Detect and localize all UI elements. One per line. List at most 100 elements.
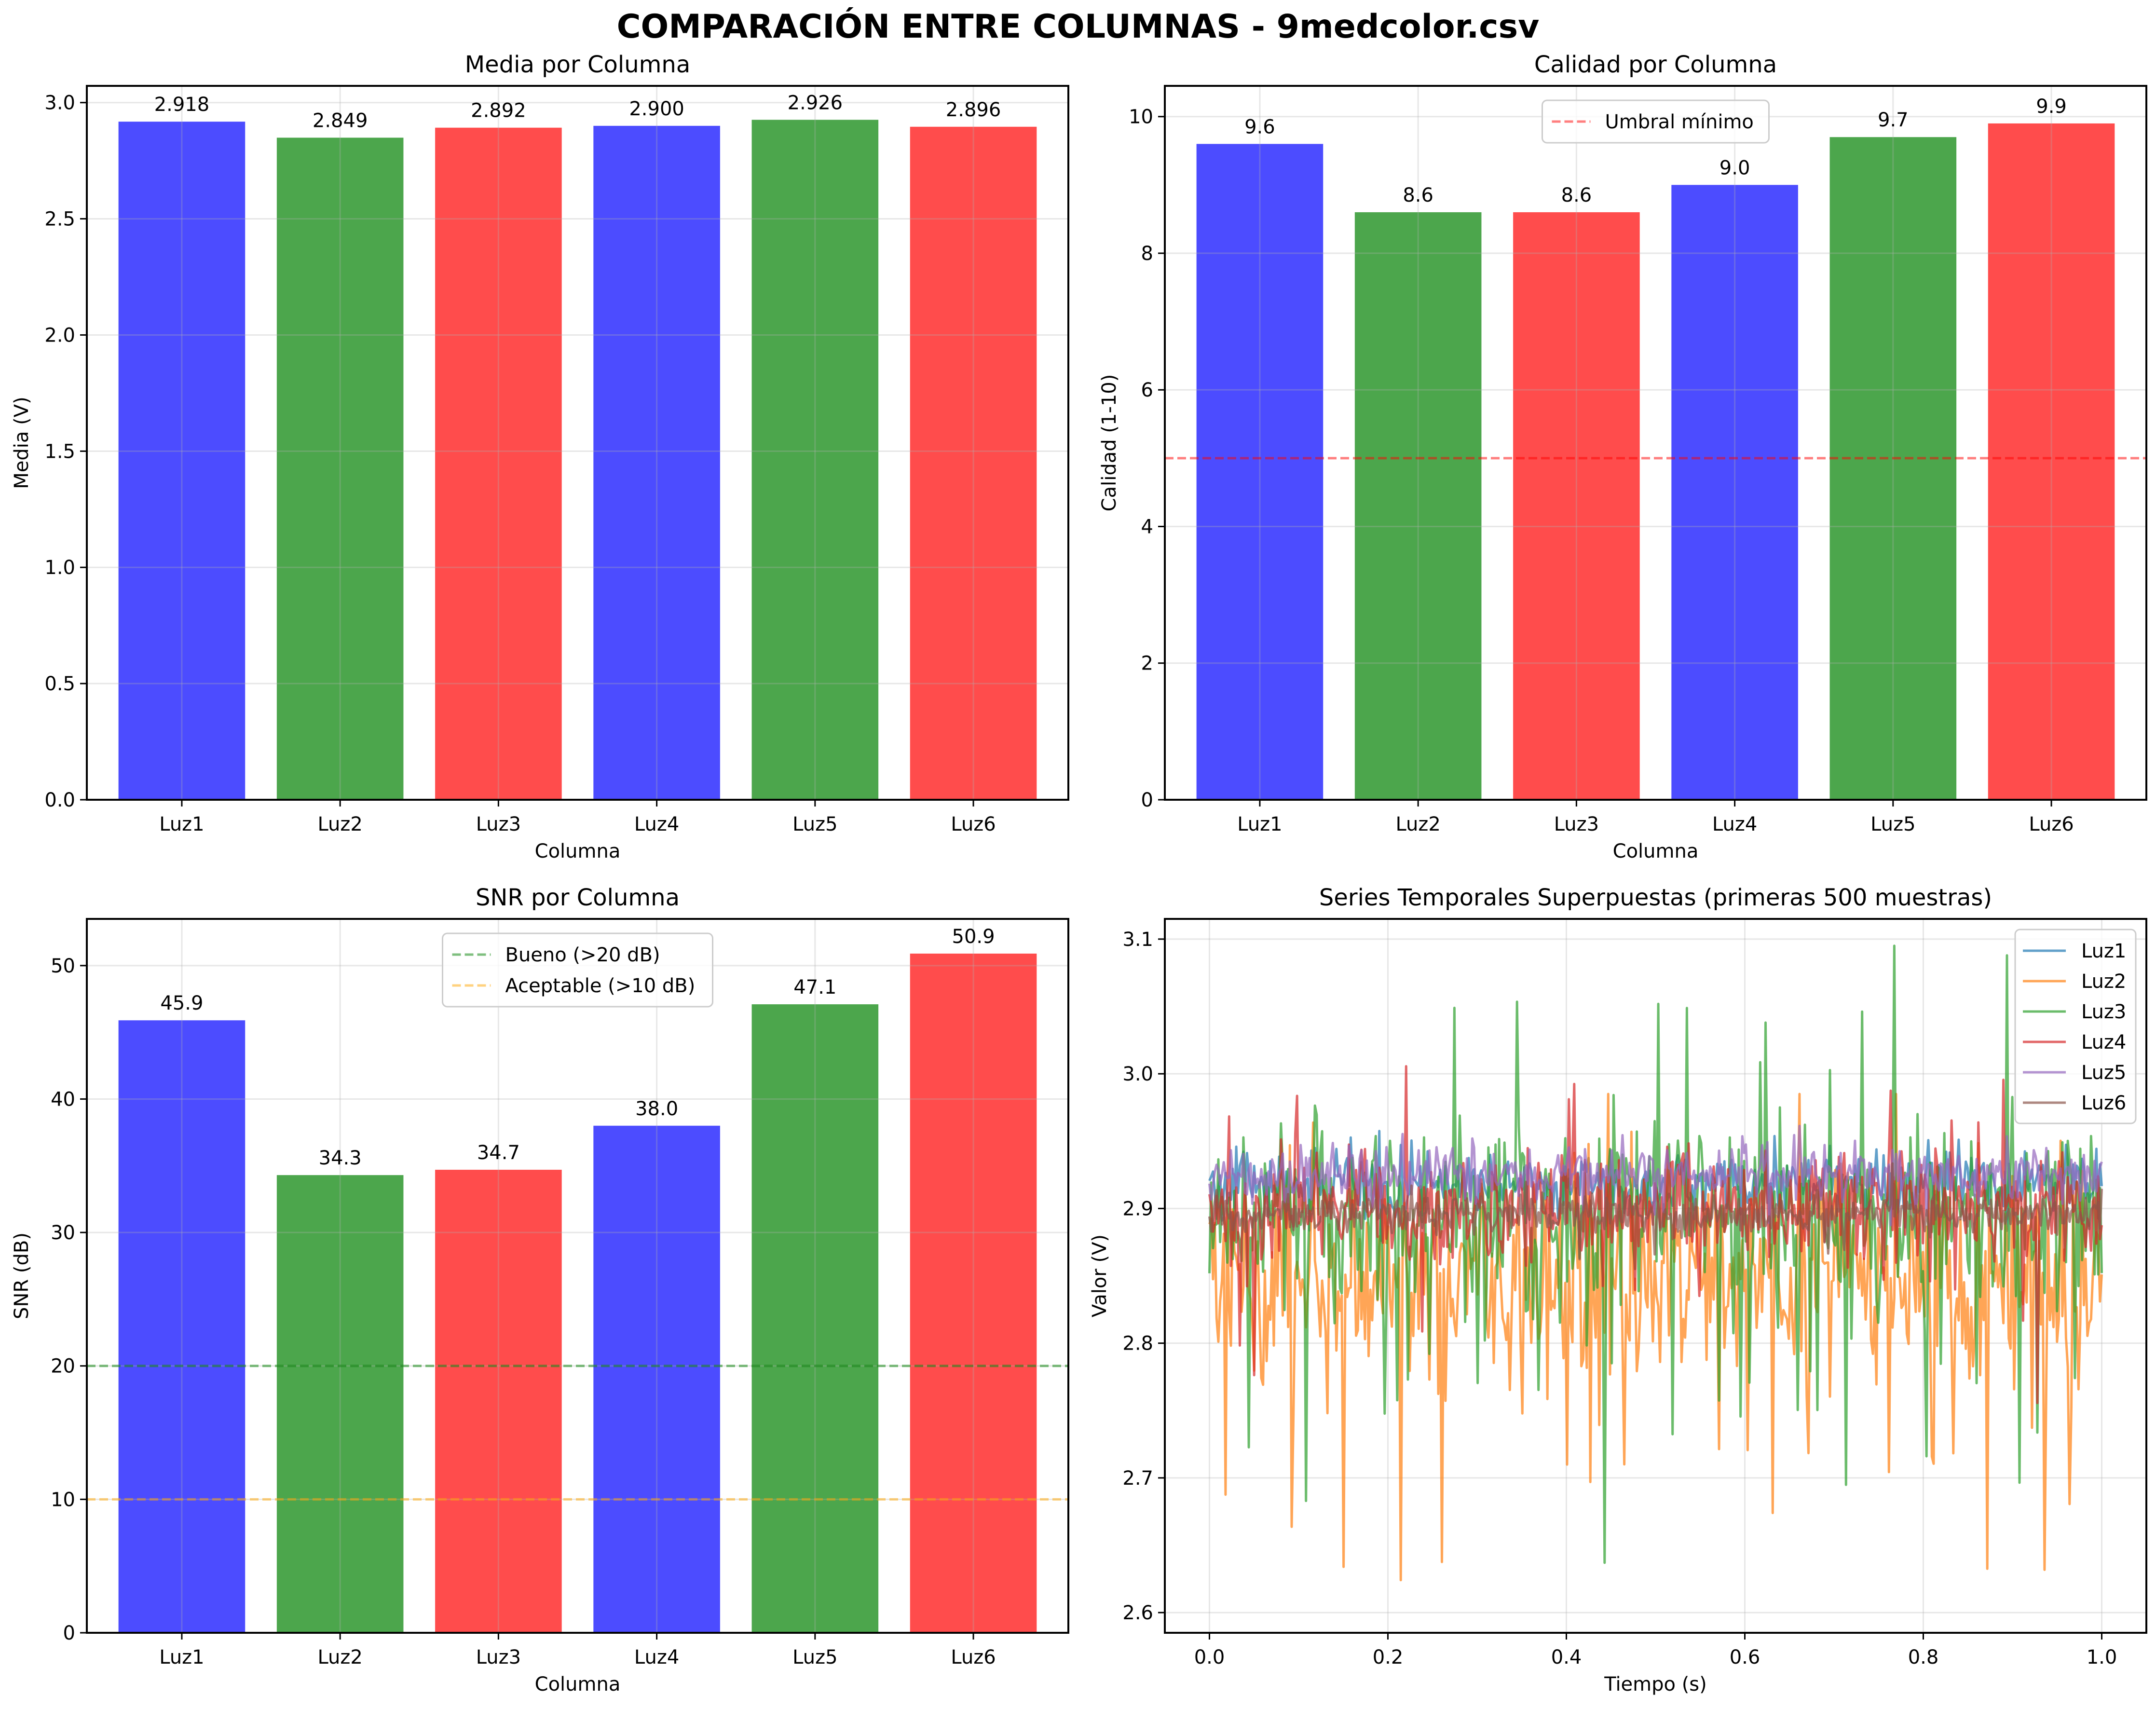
bar-value-label: 50.9 [952,926,995,948]
axes-title: Calidad por Columna [1534,51,1777,78]
y-tick-label: 2.0 [44,324,75,346]
panel-calidad: 9.6 8.6 8.6 9.0 9.7 9.9 0 2 4 6 8 10 Luz1 Luz2 Luz3 Luz… [1098,51,2147,862]
legend-entry: Bueno (>20 dB) [505,944,660,966]
y-axis-label: SNR (dB) [11,1232,33,1319]
bar-luz1 [1196,144,1324,800]
bar-value-label: 9.0 [1719,157,1750,179]
x-tick-label: 0.8 [1908,1646,1939,1668]
bar-value-label: 2.918 [154,94,210,116]
bar-luz5 [751,120,879,800]
bar-luz2 [276,1175,404,1633]
x-tick-label: 0.2 [1373,1646,1404,1668]
x-tick-label: Luz2 [317,1646,362,1668]
bar-luz6 [1988,123,2115,800]
x-tick-label: Luz4 [634,1646,679,1668]
bar-value-label: 8.6 [1561,184,1592,206]
x-tick-label: Luz2 [1395,813,1440,835]
legend-box [1542,99,1770,144]
y-tick-label: 6 [1141,379,1153,401]
axes-title: Media por Columna [465,51,690,78]
x-axis-label: Tiempo (s) [1604,1673,1707,1695]
series-line-luz5 [1208,1124,2103,1227]
x-tick-label: Luz1 [1237,813,1282,835]
x-tick-label: Luz6 [2029,813,2074,835]
bar-luz3 [435,1170,562,1633]
x-tick-label: Luz5 [792,813,837,835]
legend-entry: Aceptable (>10 dB) [505,975,696,997]
legend-entry: Luz2 [2081,971,2126,993]
bar-value-label: 9.6 [1244,116,1275,138]
x-tick-label: Luz6 [951,813,996,835]
bar-luz5 [1829,137,1957,800]
y-tick-label: 40 [51,1088,75,1110]
x-tick-label: Luz6 [951,1646,996,1668]
axes-frame [1164,918,2147,1634]
bar-luz3 [1513,212,1640,800]
x-tick-label: Luz4 [1712,813,1757,835]
bar-value-label: 2.900 [629,98,684,120]
y-tick-label: 3.0 [44,92,75,114]
legend: Umbral mínimo [1542,99,1770,144]
y-axis-label: Media (V) [11,396,33,489]
bar-luz3 [435,127,562,800]
y-axis-label: Calidad (1-10) [1098,374,1120,512]
bar-value-label: 2.892 [471,100,526,122]
legend-entry: Luz3 [2081,1001,2126,1023]
x-tick-label: Luz3 [476,813,521,835]
legend-entry: Umbral mínimo [1605,111,1754,133]
y-tick-label: 2 [1141,653,1153,675]
y-tick-label: 1.0 [44,557,75,579]
y-axis-label: Valor (V) [1089,1234,1111,1317]
bar-luz4 [593,1125,720,1633]
y-tick-label: 2.8 [1122,1333,1153,1355]
y-tick-label: 2.7 [1122,1467,1153,1490]
bar-value-label: 34.3 [319,1147,362,1169]
y-tick-label: 0.5 [44,673,75,695]
y-tick-label: 50 [51,955,75,977]
legend-entry: Luz6 [2081,1092,2126,1114]
legend-entry: Luz1 [2081,940,2126,962]
y-tick-label: 30 [51,1222,75,1244]
x-tick-label: Luz3 [1554,813,1599,835]
bar-value-label: 8.6 [1403,184,1433,206]
x-tick-label: Luz5 [792,1646,837,1668]
bar-value-label: 45.9 [160,992,203,1014]
axes-title: Series Temporales Superpuestas (primeras… [1319,884,1992,911]
bar-luz1 [118,122,246,800]
panel-series: 2.6 2.7 2.8 2.9 3.0 3.1 0.0 0.2 0.4 0.6 0.8 1.0 Seri… [1089,884,2147,1695]
x-tick-label: 0.0 [1194,1646,1225,1668]
y-tick-label: 2.9 [1122,1198,1153,1220]
bar-luz6 [910,126,1037,800]
y-tick-label: 1.5 [44,440,75,463]
y-tick-label: 3.0 [1122,1063,1153,1085]
x-tick-label: Luz2 [317,813,362,835]
y-tick-label: 0 [63,1622,75,1644]
bar-value-label: 2.896 [946,99,1001,121]
axes-frame [86,918,1069,1634]
bar-luz4 [593,125,720,800]
legend-entry: Luz5 [2081,1062,2126,1084]
bar-luz4 [1671,185,1798,800]
legend-box [2014,929,2137,1124]
bar-value-label: 2.849 [313,109,368,132]
x-tick-label: 0.4 [1551,1646,1582,1668]
legend-entry: Luz4 [2081,1031,2126,1053]
bar-luz6 [910,953,1037,1633]
axes-frame [86,85,1069,801]
x-tick-label: 0.6 [1730,1646,1760,1668]
bar-luz5 [751,1004,879,1633]
bar-luz2 [276,137,404,800]
x-tick-label: Luz1 [159,813,204,835]
x-tick-label: Luz1 [159,1646,204,1668]
y-tick-label: 2.5 [44,208,75,231]
figure-suptitle: COMPARACIÓN ENTRE COLUMNAS - 9medcolor.c… [617,7,1540,46]
axes-title: SNR por Columna [476,884,680,911]
bar-value-label: 9.7 [1878,109,1909,131]
y-tick-label: 3.1 [1122,929,1153,951]
bar-value-label: 2.926 [788,92,843,114]
bar-luz1 [118,1020,246,1633]
x-axis-label: Columna [1613,840,1699,862]
legend-box [442,932,713,1008]
y-tick-label: 4 [1141,516,1153,538]
y-tick-label: 20 [51,1355,75,1378]
